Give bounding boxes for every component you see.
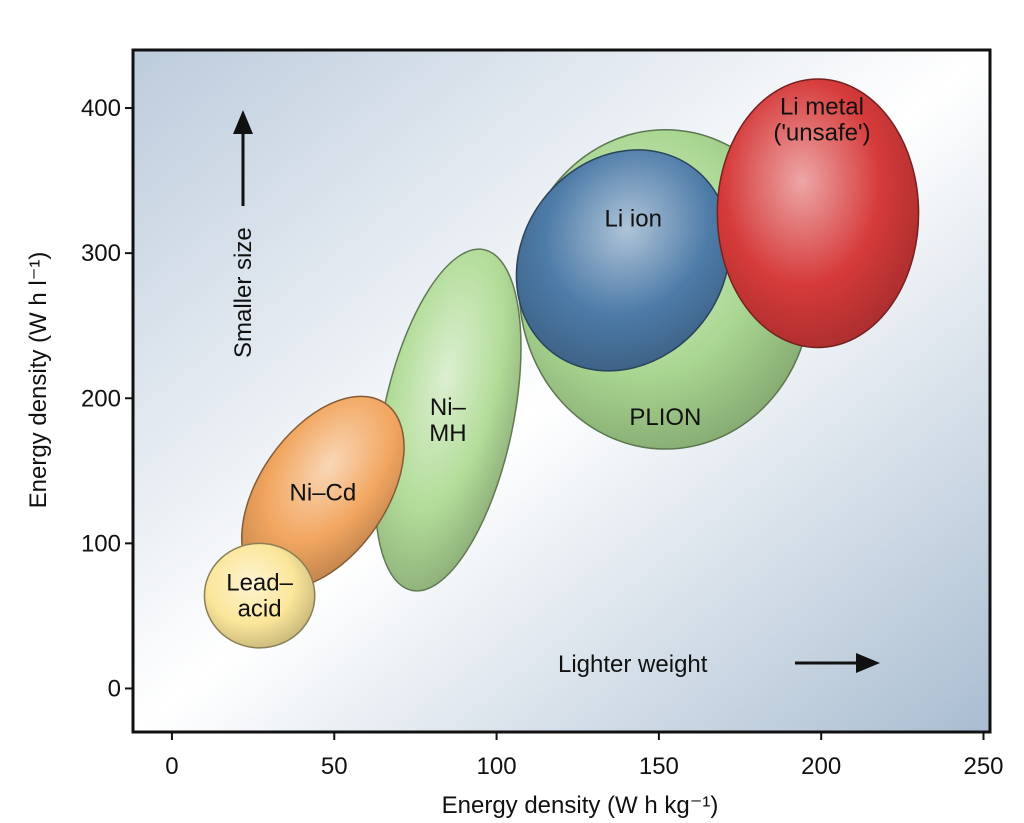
y-tick-label-100: 100 [81, 530, 121, 557]
region-ni-cd: Ni–Cd [241, 395, 405, 590]
region-li-ion: Li ion [515, 149, 731, 372]
x-tick-label-200: 200 [801, 753, 841, 780]
y-tick-label-200: 200 [81, 385, 121, 412]
y-axis-title: Energy density (W h l⁻¹) [25, 252, 52, 509]
ticks-layer: 0 50 100 150 200 250 0 100 200 300 400 [81, 95, 1004, 780]
arrow-right-icon [856, 653, 880, 673]
x-axis-title: Energy density (W h kg⁻¹) [442, 792, 719, 819]
region-ni-mh: Ni– MH [374, 248, 522, 592]
region-ni-cd-label: Ni–Cd [290, 480, 357, 507]
annotations-layer: Smaller size Lighter weight [230, 110, 880, 678]
y-tick-label-400: 400 [81, 95, 121, 122]
arrow-up-icon [233, 110, 253, 134]
annotation-lighter-weight: Lighter weight [558, 651, 880, 678]
region-li-ion-label: Li ion [605, 206, 662, 233]
region-li-ion-shape [515, 149, 731, 372]
x-tick-label-150: 150 [639, 753, 679, 780]
region-plion-label: PLION [629, 404, 701, 431]
x-tick-label-250: 250 [963, 753, 1003, 780]
y-tick-label-300: 300 [81, 240, 121, 267]
region-li-metal-unsafe-shape [716, 78, 920, 349]
region-li-metal-unsafe: Li metal ('unsafe') [716, 78, 920, 349]
annotation-smaller-size: Smaller size [230, 110, 257, 358]
x-tick-label-50: 50 [321, 753, 348, 780]
annotation-lighter-weight-text: Lighter weight [558, 651, 708, 678]
y-tick-label-0: 0 [108, 675, 121, 702]
x-tick-label-0: 0 [165, 753, 178, 780]
region-ni-mh-label: Ni– MH [429, 394, 466, 447]
annotation-smaller-size-text: Smaller size [230, 227, 257, 358]
region-li-metal-unsafe-label: Li metal ('unsafe') [773, 93, 870, 146]
x-tick-label-100: 100 [477, 753, 517, 780]
regions-layer: PLION Ni– MH Ni–Cd Lead– acid Li ion Li metal ('… [203, 78, 920, 649]
region-lead-acid-shape [203, 542, 316, 649]
region-lead-acid: Lead– acid [203, 542, 316, 649]
region-lead-acid-label: Lead– acid [226, 570, 293, 623]
